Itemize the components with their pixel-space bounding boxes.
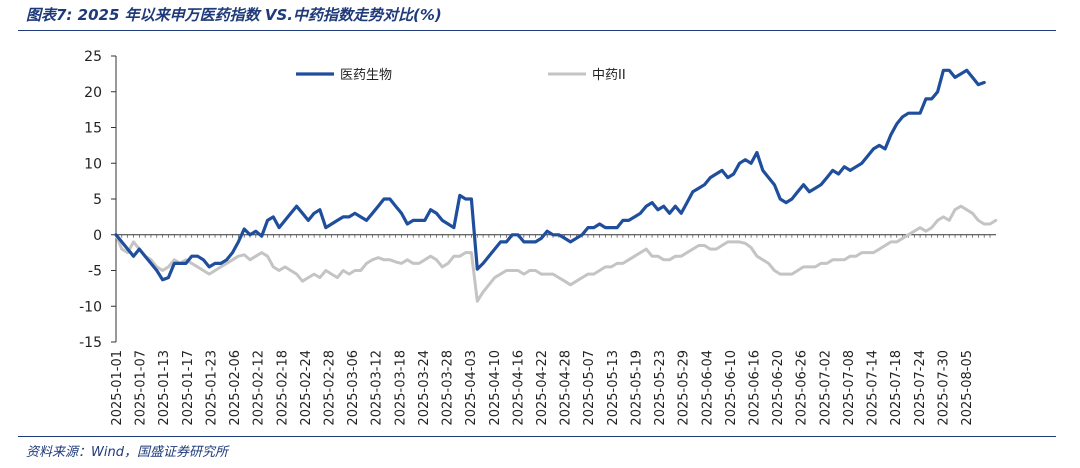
x-tick-label: 2025-01-13: [157, 350, 172, 426]
chart-title: 图表7: 2025 年以来申万医药指数 VS.中药指数走势对比(%): [26, 6, 442, 24]
series-line-1: [114, 68, 986, 282]
legend-label-2: 中药II: [592, 68, 626, 83]
x-tick-label: 2025-07-18: [889, 350, 904, 426]
y-tick-label: 0: [93, 228, 102, 244]
x-tick-label: 2025-01-01: [110, 350, 125, 426]
axes: -15 -10 -5 0 5 10 15 20 25 2025-01-01 2025-01-07 20…: [79, 49, 996, 426]
x-tick-label: 2025-02-28: [323, 350, 338, 426]
x-tick-label: 2025-05-29: [677, 350, 692, 426]
footer-rule: [18, 436, 1056, 437]
y-tick-label: -5: [88, 264, 102, 280]
x-tick-label: 2025-03-06: [346, 350, 361, 426]
y-tick-label: -10: [79, 299, 102, 315]
x-tick-label: 2025-01-23: [204, 350, 219, 426]
x-tick-label: 2025-04-03: [464, 350, 479, 426]
x-tick-label: 2025-03-24: [417, 350, 432, 426]
x-tick-label: 2025-08-05: [960, 350, 975, 426]
x-tick-label: 2025-04-10: [488, 350, 503, 426]
x-tick-label: 2025-05-23: [653, 350, 668, 426]
legend-label-1: 医药生物: [340, 68, 392, 83]
x-tick-label: 2025-07-24: [913, 350, 928, 426]
x-tick-label: 2025-07-14: [866, 350, 881, 426]
y-tick-label: 25: [84, 49, 102, 65]
title-rule: [18, 30, 1056, 31]
x-tick-label: 2025-03-18: [393, 350, 408, 426]
x-tick-label: 2025-03-28: [441, 350, 456, 426]
y-tick-label: -15: [79, 335, 102, 351]
x-tick-label: 2025-03-12: [370, 350, 385, 426]
x-tick-label: 2025-06-10: [724, 350, 739, 426]
legend: 医药生物 中药II: [296, 68, 626, 83]
y-tick-label: 20: [84, 85, 102, 101]
x-tick-label: 2025-02-18: [275, 350, 290, 426]
x-tick-label: 2025-06-26: [795, 350, 810, 426]
y-tick-label: 15: [84, 121, 102, 137]
y-tick-label: 5: [93, 192, 102, 208]
x-tick-label: 2025-06-04: [700, 350, 715, 426]
x-tick-label: 2025-07-02: [818, 350, 833, 426]
series-lines: [114, 68, 998, 303]
x-tick-label: 2025-02-12: [252, 350, 267, 426]
x-tick-label: 2025-07-08: [842, 350, 857, 426]
x-tick-label: 2025-05-13: [606, 350, 621, 426]
x-tick-label: 2025-04-28: [559, 350, 574, 426]
x-tick-label: 2025-05-07: [582, 350, 597, 426]
x-tick-label: 2025-06-16: [748, 350, 763, 426]
x-tick-label: 2025-06-20: [771, 350, 786, 426]
x-tick-label: 2025-07-30: [936, 350, 951, 426]
x-tick-label: 2025-02-24: [299, 350, 314, 426]
x-tick-label: 2025-02-06: [228, 350, 243, 426]
y-tick-label: 10: [84, 156, 102, 172]
series-line-2: [114, 204, 998, 303]
x-tick-label: 2025-01-07: [134, 350, 149, 426]
source-note: 资料来源：Wind，国盛证券研究所: [26, 445, 228, 460]
x-tick-label: 2025-04-16: [511, 350, 526, 426]
x-tick-label: 2025-01-17: [181, 350, 196, 426]
x-tick-label: 2025-04-22: [535, 350, 550, 426]
x-tick-label: 2025-05-19: [629, 350, 644, 426]
